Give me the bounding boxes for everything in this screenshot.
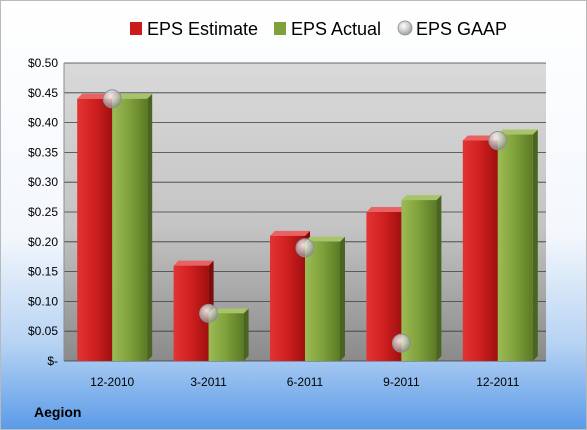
x-tick-label: 3-2011 xyxy=(190,375,227,389)
legend: EPS Estimate EPS Actual EPS GAAP xyxy=(130,19,507,39)
y-tick-label: $0.40 xyxy=(28,116,58,130)
bars xyxy=(77,93,538,361)
actual-bar-side xyxy=(436,195,442,361)
x-axis-ticks: 12-2010 3-2011 6-2011 9-2011 12-2011 xyxy=(90,375,520,389)
estimate-bar-face xyxy=(462,140,498,361)
y-tick-label: $0.25 xyxy=(28,205,58,219)
actual-bar xyxy=(112,93,153,361)
gaap-marker xyxy=(295,238,315,258)
actual-bar xyxy=(497,129,538,361)
actual-bar-face xyxy=(497,134,533,361)
actual-bar-face xyxy=(305,241,340,361)
x-tick-label: 6-2011 xyxy=(287,375,324,389)
y-tick-label: $0.45 xyxy=(28,86,58,100)
legend-label-actual: EPS Actual xyxy=(291,19,381,39)
y-tick-label: $0.15 xyxy=(28,265,58,279)
estimate-bar xyxy=(77,93,118,361)
gaap-marker xyxy=(199,303,219,323)
actual-bar-side xyxy=(532,129,538,361)
legend-swatch-estimate xyxy=(130,22,142,35)
actual-bar xyxy=(305,236,345,361)
legend-label-gaap: EPS GAAP xyxy=(416,19,507,39)
gaap-marker xyxy=(102,89,122,109)
gaap-marker xyxy=(391,333,411,353)
actual-bar-face xyxy=(112,98,148,361)
actual-bar-face xyxy=(208,313,244,361)
actual-bar-top xyxy=(208,308,249,314)
gaap-marker xyxy=(488,130,508,150)
actual-bar-top xyxy=(497,129,538,135)
x-tick-label: 12-2011 xyxy=(476,375,519,389)
legend-label-estimate: EPS Estimate xyxy=(147,19,258,39)
y-tick-label: $0.20 xyxy=(28,235,58,249)
estimate-bar-face xyxy=(270,235,305,361)
x-tick-label: 12-2010 xyxy=(90,375,134,389)
actual-bar-side xyxy=(340,236,345,361)
actual-bar xyxy=(401,195,442,361)
legend-swatch-gaap xyxy=(397,20,413,36)
y-tick-label: $0.50 xyxy=(28,56,58,70)
y-tick-label: $0.35 xyxy=(28,145,58,159)
y-tick-label: $0.05 xyxy=(28,324,58,338)
estimate-bar xyxy=(462,135,503,361)
company-name: Aegion xyxy=(34,404,81,420)
gaap-markers xyxy=(102,89,508,353)
actual-bar-top xyxy=(112,93,153,99)
y-axis-ticks: $- $0.05 $0.10 $0.15 $0.20 $0.25 $0.30 $0.35 $0.… xyxy=(28,56,58,368)
legend-swatch-actual xyxy=(274,22,286,35)
actual-bar-side xyxy=(147,93,153,361)
actual-bar-face xyxy=(401,200,437,361)
y-tick-label: $0.10 xyxy=(28,294,58,308)
actual-bar xyxy=(208,308,249,361)
x-tick-label: 9-2011 xyxy=(383,375,420,389)
estimate-bar-top xyxy=(366,207,407,212)
estimate-bar-top xyxy=(270,230,310,236)
estimate-bar-face xyxy=(77,98,113,361)
actual-bar-side xyxy=(243,308,249,361)
actual-bar-top xyxy=(305,236,345,242)
y-tick-label: $0.30 xyxy=(28,175,58,189)
actual-bar-top xyxy=(401,195,442,201)
y-tick-label: $- xyxy=(47,354,58,368)
estimate-bar-top xyxy=(173,260,214,266)
